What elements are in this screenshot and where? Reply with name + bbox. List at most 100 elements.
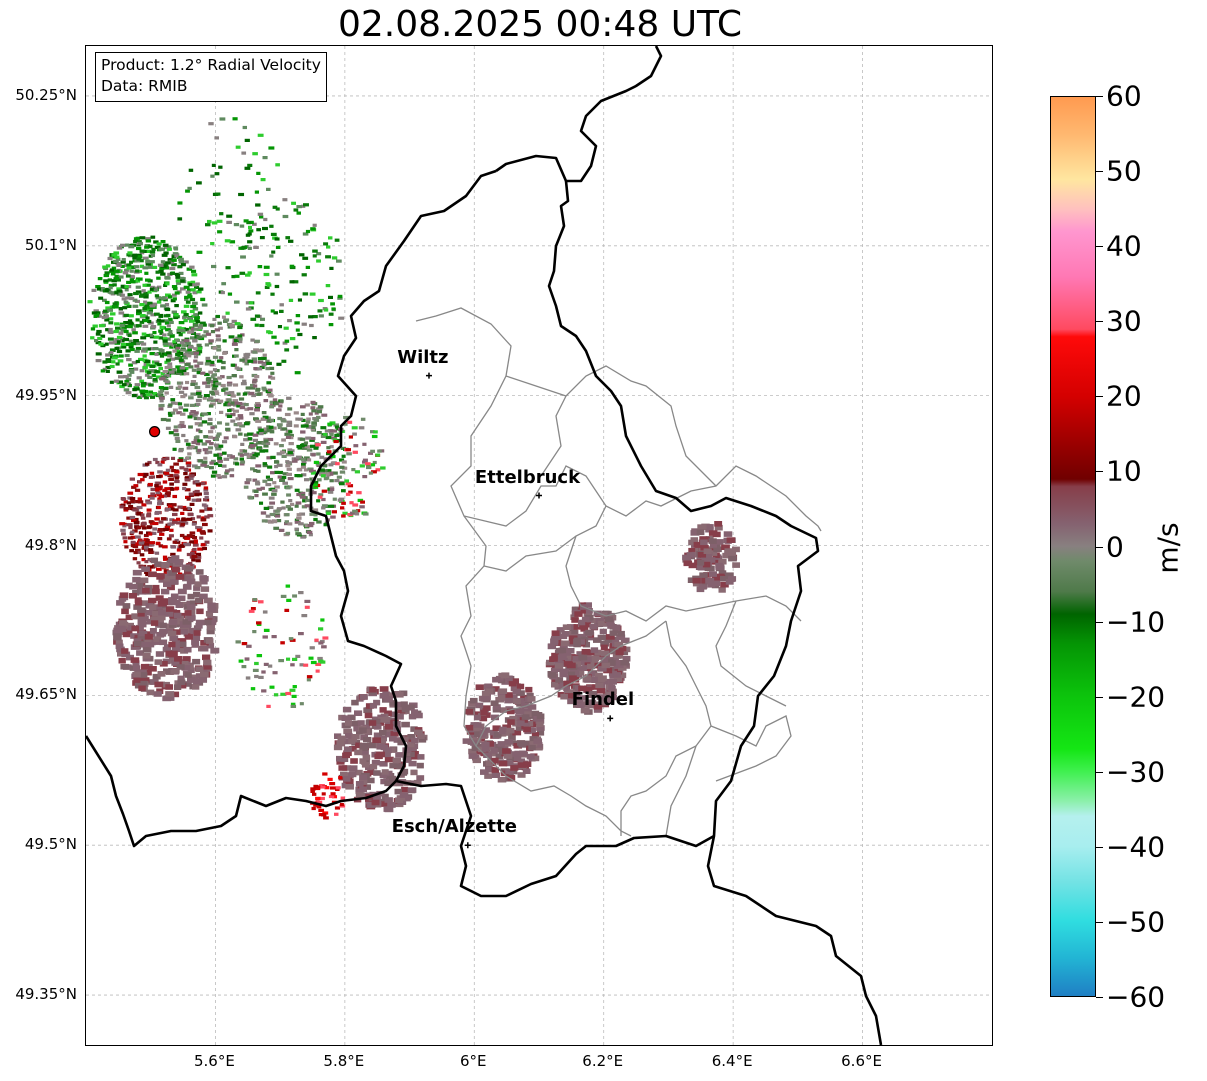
radar-echo-cell [614, 641, 624, 648]
radar-echo-cell [211, 264, 217, 269]
radar-echo-cell [165, 611, 174, 617]
radar-echo-cell [116, 349, 123, 354]
radar-echo-cell [321, 645, 327, 649]
radar-echo-cell [336, 759, 345, 765]
radar-echo-cell [316, 520, 322, 524]
radar-echo-cell [379, 707, 387, 713]
radar-echo-cell [266, 381, 272, 385]
radar-echo-cell [253, 348, 259, 352]
radar-echo-cell [205, 359, 212, 363]
radar-echo-cell [168, 413, 173, 417]
radar-echo-cell [148, 520, 154, 524]
radar-echo-cell [389, 762, 398, 769]
radar-echo-cell [114, 276, 120, 280]
radar-echo-cell [163, 569, 169, 573]
radar-echo-cell [148, 390, 154, 394]
colorbar-tick-mark [1096, 846, 1103, 848]
radar-echo-cell [407, 741, 415, 748]
radar-echo-cell [215, 338, 222, 342]
radar-echo-cell [186, 288, 191, 292]
radar-echo-cell [348, 435, 353, 439]
radar-echo-cell [168, 534, 174, 538]
radar-echo-cell [109, 351, 114, 355]
radar-echo-cell [255, 480, 260, 484]
radar-echo-cell [363, 784, 371, 790]
radar-echo-cell [134, 383, 141, 387]
radar-echo-cell [104, 318, 110, 322]
radar-echo-cell [280, 500, 285, 504]
colorbar-tick-label: 60 [1106, 79, 1142, 113]
radar-echo-cell [158, 609, 167, 616]
radar-echo-cell [217, 456, 223, 461]
radar-echo-cell [136, 624, 144, 631]
radar-echo-cell [297, 332, 303, 337]
radar-echo-cell [169, 465, 174, 469]
radar-echo-cell [329, 432, 334, 436]
radar-echo-cell [619, 672, 627, 679]
radar-echo-cell [373, 724, 382, 730]
radar-echo-cell [267, 477, 273, 482]
radar-echo-cell [235, 640, 241, 644]
radar-echo-cell [223, 318, 230, 322]
radar-echo-cell [321, 813, 327, 817]
radar-echo-cell [133, 671, 141, 678]
radar-echo-cell [196, 333, 201, 337]
radar-echo-cell [126, 516, 132, 520]
radar-echo-cell [111, 348, 116, 352]
radar-echo-cell [187, 604, 196, 610]
radar-echo-cell [117, 380, 124, 384]
radar-echo-cell [368, 471, 373, 475]
radar-echo-cell [137, 472, 144, 477]
radar-echo-cell [210, 474, 216, 478]
radar-echo-cell [331, 436, 337, 440]
radar-echo-cell [573, 638, 581, 645]
radar-echo-cell [149, 250, 156, 254]
radar-echo-cell [127, 333, 132, 337]
radar-echo-cell [243, 485, 249, 489]
radar-echo-cell [416, 733, 425, 739]
radar-echo-cell [195, 559, 201, 563]
radar-echo-cell [337, 296, 343, 300]
radar-echo-cell [691, 551, 699, 558]
radar-echo-cell [394, 788, 402, 795]
radar-echo-cell [170, 574, 179, 580]
radar-echo-cell [154, 360, 160, 364]
radar-echo-cell [393, 691, 402, 697]
radar-echo-cell [214, 462, 219, 466]
radar-echo-cell [124, 288, 129, 292]
radar-echo-cell [135, 542, 141, 546]
radar-echo-cell [292, 685, 297, 689]
radar-echoes [87, 117, 740, 820]
radar-echo-cell [144, 245, 150, 249]
radar-echo-cell [291, 694, 297, 698]
canton-border [565, 535, 802, 622]
radar-echo-cell [504, 739, 513, 745]
radar-echo-cell [311, 453, 316, 457]
radar-echo-cell [225, 469, 230, 473]
radar-echo-cell [230, 419, 236, 423]
radar-echo-cell [333, 423, 340, 427]
radar-echo-cell [687, 577, 697, 583]
radar-echo-cell [250, 467, 255, 471]
radar-echo-cell [284, 608, 290, 612]
radar-echo-cell [200, 671, 209, 678]
radar-echo-cell [171, 285, 178, 289]
radar-echo-cell [315, 796, 321, 800]
radar-echo-cell [196, 335, 202, 339]
radar-echo-cell [243, 438, 249, 442]
radar-echo-cell [492, 676, 501, 683]
radar-echo-cell [178, 257, 184, 261]
radar-echo-cell [479, 715, 488, 722]
radar-echo-cell [248, 301, 254, 305]
radar-echo-cell [124, 380, 129, 384]
radar-echo-cell [164, 471, 170, 475]
radar-echo-cell [190, 327, 196, 331]
radar-echo-cell [196, 417, 203, 421]
radar-echo-cell [344, 479, 350, 483]
radar-echo-cell [208, 370, 214, 374]
colorbar-tick-mark [1096, 771, 1103, 773]
radar-echo-cell [208, 339, 214, 343]
radar-echo-cell [320, 618, 325, 622]
radar-echo-cell [176, 328, 182, 332]
radar-echo-cell [732, 562, 740, 568]
